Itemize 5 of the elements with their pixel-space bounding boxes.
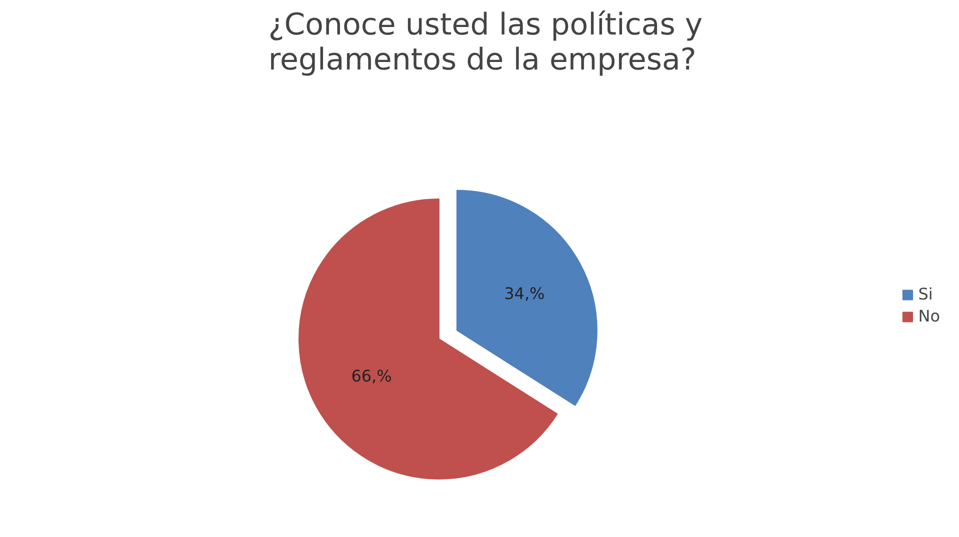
- legend-label: Si: [918, 284, 934, 304]
- data-label: 34,%: [504, 284, 545, 303]
- legend-label: No: [918, 306, 940, 326]
- chart-title: ¿Conoce usted las políticas y reglamentos de la empresa?: [268, 8, 703, 78]
- data-label: 66,%: [351, 366, 392, 386]
